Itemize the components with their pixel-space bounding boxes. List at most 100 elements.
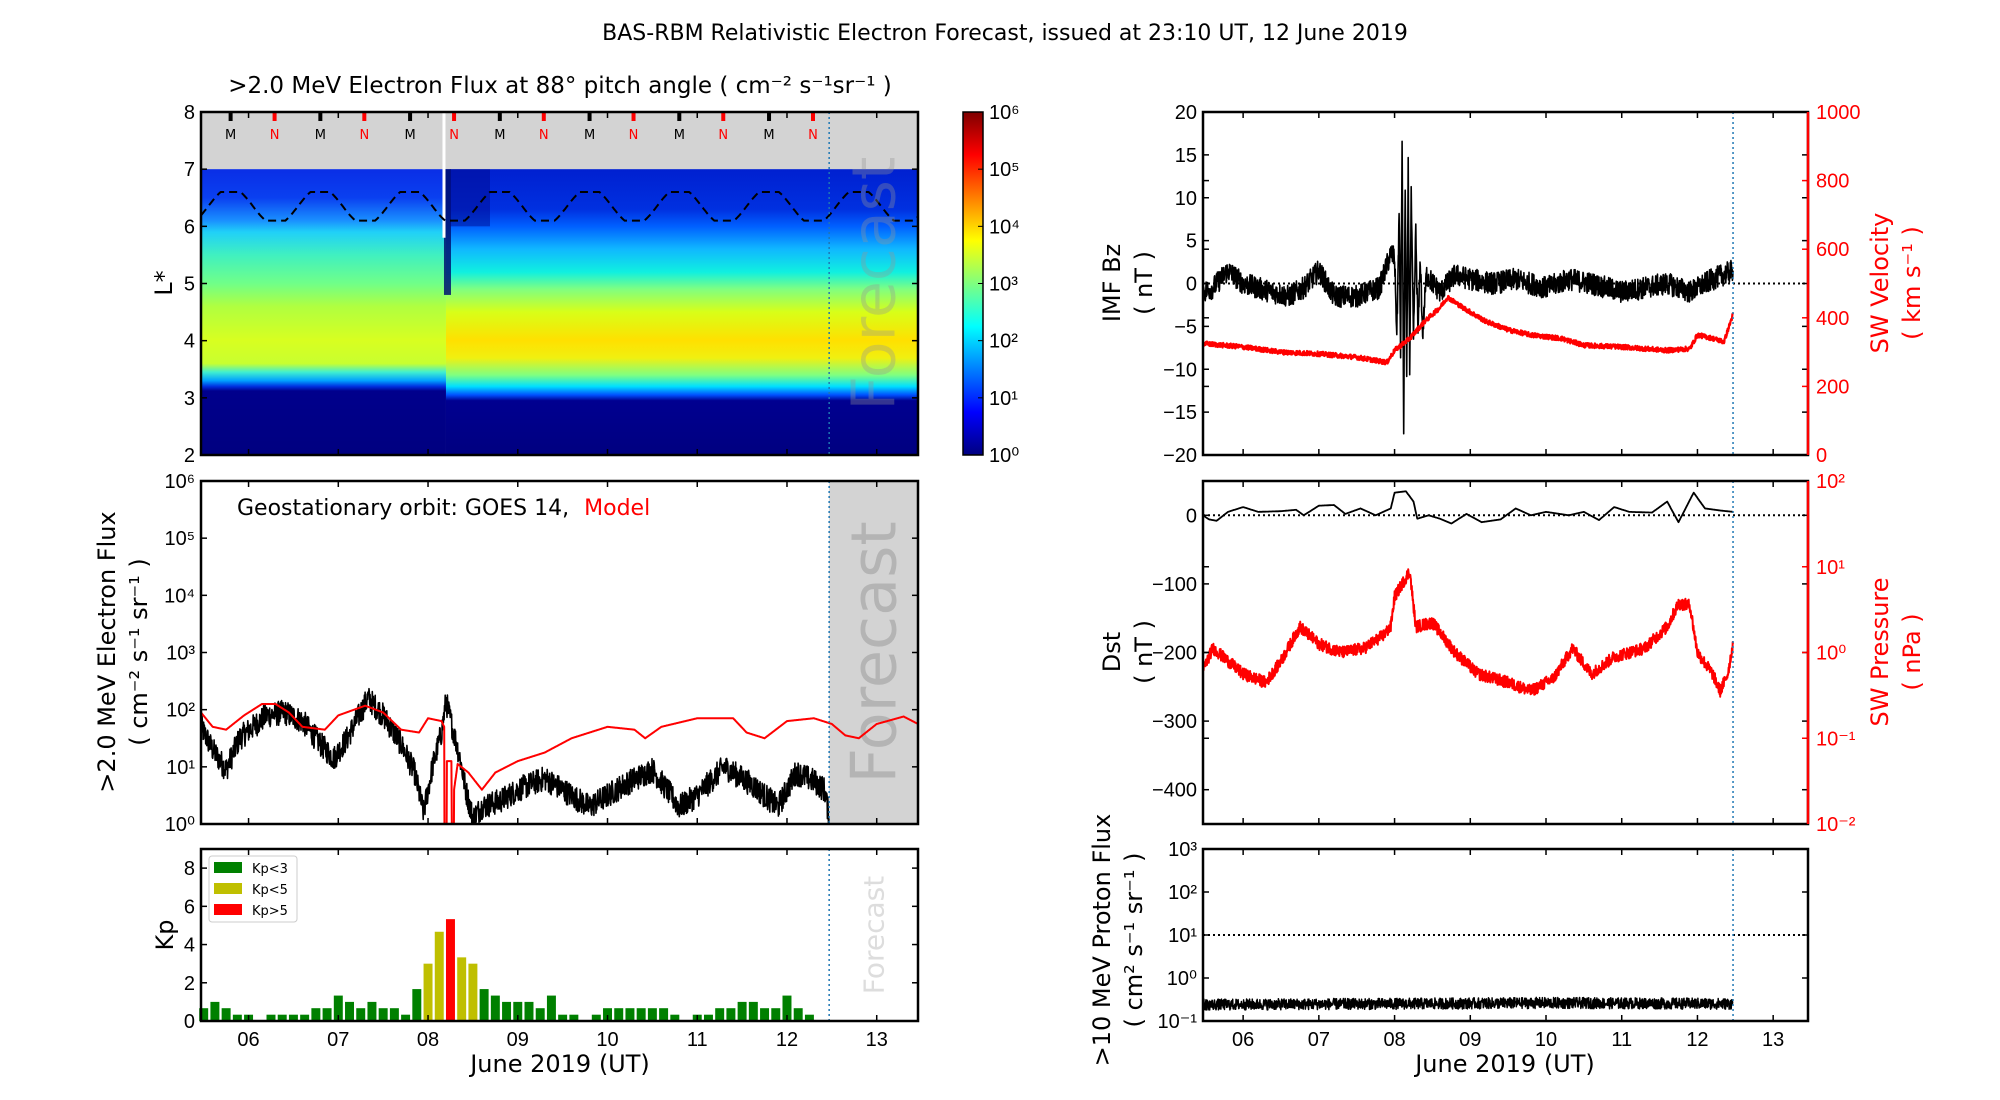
y-tick-label: 10³ — [166, 643, 195, 665]
colorbar-tick-label: 10³ — [989, 274, 1018, 296]
kp-bar — [760, 1008, 770, 1021]
forecast-label: Forecast — [857, 876, 890, 995]
kp-bar — [703, 1014, 713, 1021]
right-y-tick-label: 0 — [1816, 445, 1827, 467]
right-y-tick-label: 10¹ — [1816, 557, 1845, 579]
y-tick-label: −400 — [1152, 780, 1197, 802]
proton-frame — [1201, 847, 1810, 1023]
figure-title: BAS-RBM Relativistic Electron Forecast, … — [602, 21, 1408, 46]
x-tick-label: 07 — [1308, 1029, 1330, 1051]
series-model — [201, 703, 918, 824]
right-y-tick-label: 800 — [1816, 171, 1849, 193]
kp-bar — [659, 1008, 669, 1021]
x-tick-label: 11 — [687, 1029, 708, 1051]
kp-bar — [423, 963, 433, 1021]
kp-legend: Kp<3 Kp<5 Kp>5 — [208, 855, 298, 923]
marker-label-N: N — [359, 128, 369, 143]
kp-bar — [345, 1001, 355, 1021]
marker-label-N: N — [449, 128, 459, 143]
kp-bar — [333, 995, 343, 1021]
y-tick-label: 4 — [184, 331, 195, 353]
proton-ylabel-units: ( cm² s⁻¹ sr⁻¹ ) — [1120, 853, 1148, 1028]
kp-bar — [479, 989, 489, 1021]
imf-ylabel-units: ( nT ) — [1130, 251, 1158, 315]
heatmap-panel: M M M M M M M N N N N N N N Forecast 2 3 4 5 6 7 8 — [184, 102, 920, 467]
y-tick-label: 7 — [184, 159, 195, 181]
y-tick-label: 15 — [1175, 145, 1197, 167]
kp-bar — [468, 963, 478, 1021]
kp-bar — [199, 1008, 209, 1021]
kp-bar — [221, 1008, 231, 1021]
x-tick-label: 08 — [417, 1029, 439, 1051]
colorbar-tick-label: 10⁶ — [989, 102, 1019, 124]
heatmap-title: >2.0 MeV Electron Flux at 88° pitch angl… — [228, 73, 892, 99]
y-tick-label: −10 — [1163, 359, 1197, 381]
y-tick-label: 5 — [1186, 231, 1197, 253]
right-y-tick-label: 10⁻¹ — [1816, 728, 1856, 750]
no-data-region — [201, 112, 918, 170]
geo-flux-annotation-prefix: Geostationary orbit: GOES 14, — [237, 496, 569, 521]
series-goes-14 — [201, 687, 830, 824]
kp-bar — [804, 1014, 814, 1021]
heatmap-frame — [199, 110, 920, 457]
colorbar-tick-label: 10¹ — [989, 388, 1018, 410]
x-tick-label: 12 — [776, 1029, 798, 1051]
kp-bar — [266, 1014, 276, 1021]
kp-bar — [591, 1014, 601, 1021]
y-tick-label: 3 — [184, 388, 195, 410]
kp-bar — [636, 1008, 646, 1021]
y-tick-label: 10⁰ — [165, 814, 195, 836]
kp-bar — [232, 1014, 242, 1021]
y-tick-label: −20 — [1163, 445, 1197, 467]
right-y-tick-label: 10⁻² — [1816, 814, 1856, 836]
kp-bar — [513, 1001, 523, 1021]
x-tick-label: 08 — [1383, 1029, 1405, 1051]
colorbar-tick-label: 10⁵ — [989, 159, 1020, 181]
kp-bar — [569, 1014, 579, 1021]
kp-panel: Forecast 0 2 4 6 8 06 07 08 09 10 11 12 13 — [184, 847, 920, 1051]
right-y-tick-label: 600 — [1816, 239, 1849, 261]
kp-bar — [412, 989, 422, 1021]
dropout-band — [443, 169, 451, 295]
heatmap-ylabel: L* — [150, 270, 178, 295]
y-tick-label: 20 — [1175, 102, 1197, 124]
x-tick-label: 11 — [1611, 1029, 1632, 1051]
y-tick-label: 10⁶ — [165, 471, 195, 493]
kp-bar — [625, 1008, 635, 1021]
geo-flux-annotation: Geostationary orbit: GOES 14, Model — [237, 496, 650, 521]
proton-panel: 10⁻¹ 10⁰ 10¹ 10² 10³ 06 07 08 09 10 11 12 13 — [1158, 839, 1810, 1051]
kp-bar — [535, 1008, 545, 1021]
x-tick-label: 07 — [327, 1029, 349, 1051]
kp-bar — [300, 1014, 310, 1021]
kp-bar — [457, 957, 467, 1021]
pressure-ylabel-units: ( nPa ) — [1898, 613, 1926, 690]
marker-label-M: M — [763, 128, 774, 143]
velocity-ylabel-units: ( km s⁻¹ ) — [1898, 226, 1926, 340]
kp-ylabel: Kp — [151, 920, 179, 951]
y-tick-label: 0 — [1186, 274, 1197, 296]
dst-ylabel-units: ( nT ) — [1130, 620, 1158, 684]
kp-legend-label: Kp<5 — [252, 883, 288, 898]
kp-bar — [277, 1014, 287, 1021]
y-tick-label: 8 — [184, 102, 195, 124]
y-tick-label: 10⁴ — [164, 585, 195, 607]
series-sw-pressure — [1203, 568, 1734, 698]
kp-bar — [356, 1008, 366, 1021]
colorbar-tick-label: 10⁴ — [989, 216, 1020, 238]
marker-label-M: M — [494, 128, 505, 143]
kp-bar — [401, 1014, 411, 1021]
y-tick-label: −5 — [1174, 316, 1197, 338]
right-y-tick-label: 1000 — [1816, 102, 1861, 124]
kp-bar — [367, 1001, 377, 1021]
right-y-tick-label: 10⁰ — [1816, 643, 1846, 665]
x-tick-label: 09 — [507, 1029, 529, 1051]
series-dst — [1203, 490, 1734, 525]
x-tick-label: 06 — [1232, 1029, 1254, 1051]
y-tick-label: 10² — [166, 700, 195, 722]
marker-label-M: M — [584, 128, 595, 143]
kp-bar — [771, 1008, 781, 1021]
x-tick-label: 06 — [237, 1029, 259, 1051]
x-tick-label: 12 — [1686, 1029, 1708, 1051]
kp-bar — [546, 995, 556, 1021]
